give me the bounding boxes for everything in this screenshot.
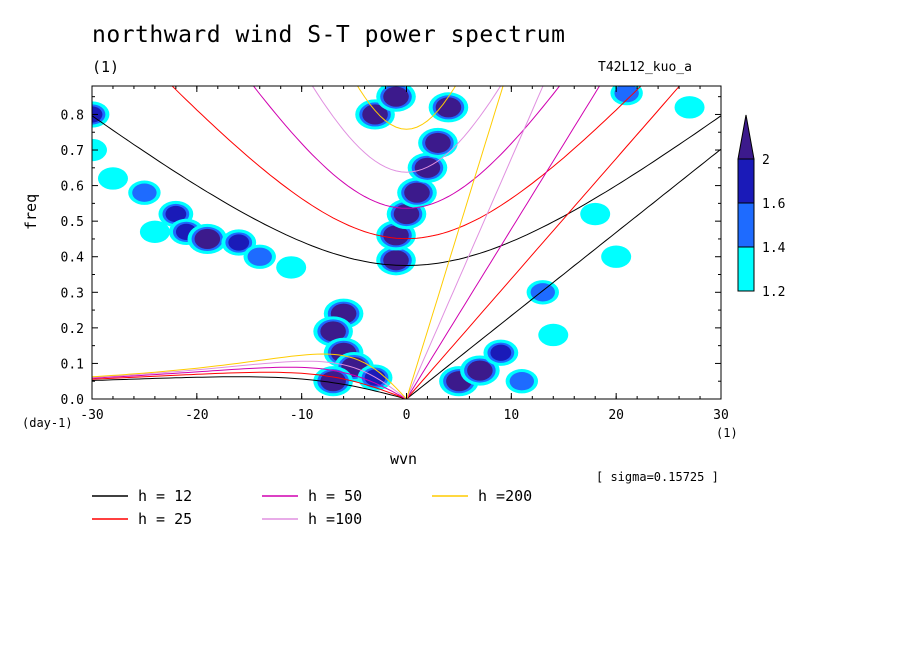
x-tick-label: 10 xyxy=(504,408,520,423)
contour-blob-outer xyxy=(538,323,569,347)
legend-label: h = 12 xyxy=(138,487,192,505)
colorbar-label: 2 xyxy=(762,153,770,168)
dispersion-curve xyxy=(92,371,407,399)
contour-blob-core xyxy=(467,360,493,381)
legend-label: h = 25 xyxy=(138,510,192,528)
contour-blob-core xyxy=(383,86,409,107)
x-tick-label: 20 xyxy=(608,408,624,423)
x-tick-label: 0 xyxy=(403,408,411,423)
contour-blob-mid xyxy=(247,247,272,266)
dispersion-curve xyxy=(92,376,407,399)
contour-blob-mid xyxy=(614,86,639,103)
y-tick-label: 0.2 xyxy=(61,322,84,337)
x-axis-label: wvn xyxy=(390,450,418,468)
x-tick-label: 30 xyxy=(713,408,729,423)
contour-layer xyxy=(92,86,705,397)
colorbar-segment xyxy=(737,246,755,292)
contour-blob-core xyxy=(414,157,441,178)
contour-blob-outer xyxy=(139,220,170,244)
x-tick-label: -10 xyxy=(290,408,313,423)
dispersion-curve xyxy=(406,86,504,399)
dispersion-curve xyxy=(311,86,502,173)
sigma-annotation: [ sigma=0.15725 ] xyxy=(596,470,719,484)
contour-blob-core xyxy=(165,205,187,223)
chart-title: northward wind S-T power spectrum xyxy=(92,22,566,48)
y-tick-label: 0.8 xyxy=(61,108,84,123)
contour-blob-core xyxy=(383,250,409,271)
dispersion-curve xyxy=(92,115,721,267)
axis-layer: -30 -20 -10 0 10 20 30 0.0 0.1 0.2 0.3 0.4 0.5 0.6 0.7… xyxy=(61,86,729,423)
dispersion-curve xyxy=(92,366,407,399)
dispersion-curve xyxy=(171,86,642,240)
legend-label: h =100 xyxy=(308,510,362,528)
contour-blob-mid xyxy=(530,283,555,302)
contour-blob-outer xyxy=(92,138,107,162)
colorbar-segment xyxy=(737,158,755,204)
dispersion-curve xyxy=(92,353,407,399)
contour-blob-core xyxy=(425,132,451,153)
contour-blob-outer xyxy=(97,167,128,190)
dispersion-curve xyxy=(406,86,681,399)
contour-blob-core xyxy=(404,182,430,203)
chart-subtitle-unit: (1) xyxy=(92,58,120,76)
y-tick-label: 0.0 xyxy=(61,393,84,408)
dispersion-curve xyxy=(252,86,561,209)
y-axis-unit: (day-1) xyxy=(22,416,73,430)
contour-blob-outer xyxy=(580,202,611,226)
y-tick-label: 0.4 xyxy=(61,251,85,266)
colorbar-segment xyxy=(737,202,755,248)
contour-blob-outer xyxy=(601,245,632,268)
colorbar-label: 1.2 xyxy=(762,285,785,300)
y-tick-label: 0.5 xyxy=(61,215,84,230)
dispersion-curve xyxy=(92,360,407,399)
y-tick-label: 0.3 xyxy=(61,286,84,301)
dispersion-curve xyxy=(406,86,601,399)
dispersion-curve-layer xyxy=(92,86,721,399)
y-tick-label: 0.6 xyxy=(61,180,84,195)
contour-blob-mid xyxy=(509,372,535,391)
contour-blob-core xyxy=(228,234,250,251)
colorbar: 1.2 1.4 1.6 2 xyxy=(737,114,786,300)
colorbar-arrow xyxy=(737,114,755,160)
contour-blob-outer xyxy=(276,256,307,279)
contour-blob-core xyxy=(435,97,462,118)
contour-blob-outer xyxy=(674,96,705,119)
contour-blob-mid xyxy=(132,183,157,202)
legend: h = 12 h = 25 h = 50 h =100 h =200 xyxy=(92,487,532,528)
colorbar-label: 1.4 xyxy=(762,241,786,256)
dispersion-curve xyxy=(357,86,456,130)
contour-blob-core xyxy=(490,344,512,361)
dispersion-curve xyxy=(406,86,544,399)
dispersion-curve xyxy=(406,148,721,399)
legend-label: h = 50 xyxy=(308,487,362,505)
x-tick-label: -20 xyxy=(185,408,208,423)
x-tick-label: -30 xyxy=(80,408,103,423)
contour-blob-core xyxy=(194,228,221,249)
contour-blob-core xyxy=(383,225,409,246)
y-tick-label: 0.1 xyxy=(61,357,84,372)
contour-blob-core xyxy=(393,204,420,225)
contour-blob-core xyxy=(362,104,388,125)
y-tick-label: 0.7 xyxy=(61,144,84,159)
contour-blob-core xyxy=(320,321,346,342)
legend-label: h =200 xyxy=(478,487,532,505)
colorbar-label: 1.6 xyxy=(762,197,785,212)
experiment-label: T42L12_kuo_a xyxy=(598,60,692,75)
x-axis-unit: (1) xyxy=(716,426,738,440)
